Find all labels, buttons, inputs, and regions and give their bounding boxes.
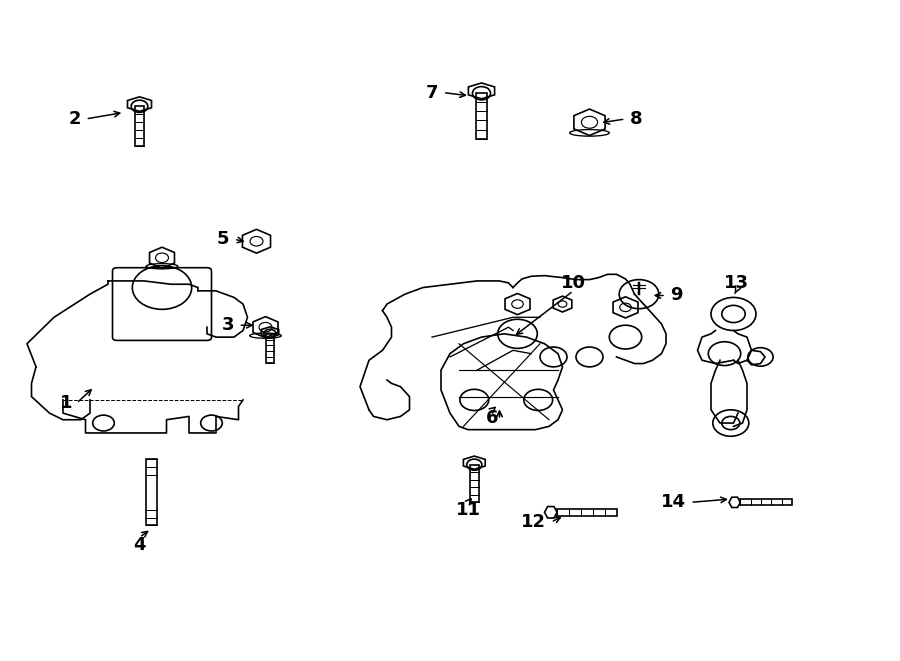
Text: 10: 10 (561, 274, 586, 292)
Text: 3: 3 (221, 316, 234, 334)
Text: 13: 13 (724, 274, 749, 292)
Text: 11: 11 (455, 501, 481, 520)
Text: 12: 12 (521, 513, 546, 531)
Text: 5: 5 (217, 230, 230, 249)
Text: 8: 8 (630, 110, 643, 128)
Text: 7: 7 (426, 83, 438, 102)
Text: 14: 14 (661, 493, 686, 512)
Text: 9: 9 (670, 286, 683, 305)
Text: 2: 2 (68, 110, 81, 128)
Text: 6: 6 (486, 408, 499, 427)
Text: 1: 1 (59, 394, 72, 412)
Text: 4: 4 (133, 536, 146, 555)
